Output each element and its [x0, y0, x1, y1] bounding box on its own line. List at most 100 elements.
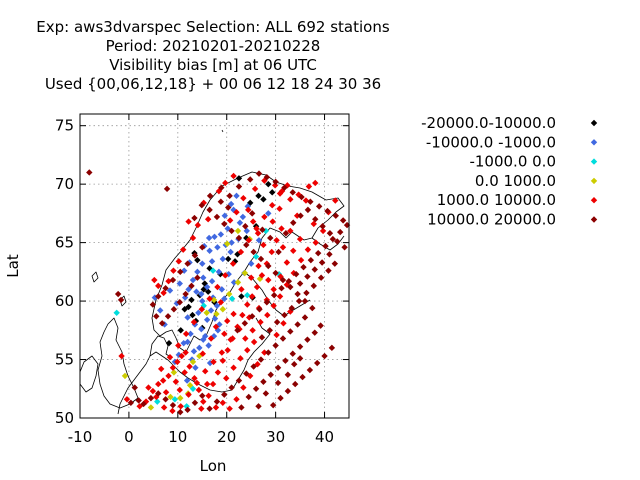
data-point — [257, 318, 264, 326]
data-point — [195, 386, 203, 394]
data-point — [222, 179, 229, 187]
series-2 — [113, 227, 283, 410]
legend-label: 0.0 1000.0 — [475, 172, 556, 190]
data-point — [287, 196, 294, 203]
data-point — [243, 241, 250, 249]
data-point — [184, 406, 191, 414]
data-point — [180, 339, 187, 347]
data-point — [259, 226, 266, 233]
data-point — [221, 391, 228, 398]
data-point — [241, 269, 249, 277]
data-point — [321, 352, 328, 360]
data-point — [225, 290, 233, 298]
x-tick-label: 20 — [217, 428, 236, 446]
data-point — [157, 365, 165, 373]
data-point — [255, 192, 262, 200]
data-point — [189, 311, 196, 319]
data-point — [235, 377, 243, 384]
data-point — [240, 194, 247, 202]
data-point — [278, 225, 285, 232]
data-point — [265, 262, 272, 270]
x-tick-label: 40 — [315, 428, 334, 446]
data-point — [217, 198, 225, 205]
data-point — [162, 285, 169, 292]
data-point — [302, 197, 310, 204]
data-point — [261, 213, 268, 221]
data-point — [279, 276, 287, 284]
data-point — [260, 241, 267, 249]
data-point — [244, 301, 251, 308]
data-point — [159, 377, 167, 384]
data-point — [223, 375, 230, 382]
data-point — [194, 268, 201, 276]
data-point — [191, 214, 198, 222]
x-tick-label: 30 — [266, 428, 285, 446]
data-point — [297, 256, 305, 264]
data-point — [269, 202, 276, 209]
coastline-map — [79, 129, 345, 415]
data-point — [190, 348, 198, 355]
data-point — [234, 323, 241, 330]
data-point — [180, 267, 188, 274]
legend-entry: -20000.0-10000.0 — [421, 114, 598, 132]
data-point — [162, 396, 169, 403]
data-point — [282, 357, 289, 364]
data-point — [228, 227, 235, 235]
data-point — [300, 263, 307, 271]
data-point — [205, 392, 212, 399]
coastline-ireland — [79, 355, 99, 393]
data-point — [322, 242, 329, 250]
data-point — [214, 369, 222, 376]
data-point — [185, 303, 192, 311]
data-point — [245, 206, 252, 214]
data-point — [203, 309, 210, 316]
data-point — [250, 248, 257, 256]
data-point — [265, 180, 272, 188]
tick-labels: -10 0 10 20 30 40 50 55 60 65 70 75 — [55, 117, 334, 446]
data-point — [261, 349, 268, 356]
title-line-4: Used {00,06,12,18} + 00 06 12 18 24 30 3… — [45, 75, 381, 93]
data-point — [250, 363, 257, 370]
data-point — [208, 258, 216, 265]
data-point — [304, 273, 311, 280]
data-point — [160, 289, 167, 297]
data-point — [226, 405, 233, 412]
data-point — [166, 287, 174, 294]
data-point — [272, 342, 279, 349]
data-point — [155, 282, 162, 290]
data-point — [270, 292, 278, 299]
data-point — [164, 313, 172, 320]
data-point — [301, 297, 309, 305]
data-point — [211, 315, 219, 322]
title-line-2: Period: 20210201-20210228 — [106, 37, 321, 55]
data-point — [179, 246, 187, 253]
data-point — [233, 396, 240, 403]
data-point — [199, 260, 206, 267]
data-point — [198, 325, 205, 333]
data-point — [199, 350, 206, 357]
data-point — [176, 299, 183, 306]
data-point — [199, 297, 206, 305]
data-point — [238, 404, 245, 411]
data-point — [311, 329, 318, 336]
legend-entry: -1000.0 0.0 — [469, 153, 598, 171]
data-point — [237, 248, 245, 256]
y-tick-label: 50 — [55, 409, 74, 427]
data-point — [309, 304, 316, 312]
coastline-baltics — [231, 317, 271, 391]
legend-entry: -10000.0 -1000.0 — [426, 133, 598, 151]
data-point — [229, 260, 237, 267]
data-point — [205, 342, 212, 349]
data-point — [228, 384, 235, 391]
legend-label: 1000.0 10000.0 — [437, 191, 556, 209]
data-point — [224, 240, 231, 247]
data-point — [324, 207, 331, 215]
data-point — [233, 192, 240, 200]
data-point — [253, 283, 261, 291]
data-point — [182, 349, 189, 356]
coastline-south-baltic — [117, 351, 233, 415]
data-point — [244, 346, 251, 354]
data-point — [228, 295, 236, 302]
data-point — [227, 336, 234, 343]
